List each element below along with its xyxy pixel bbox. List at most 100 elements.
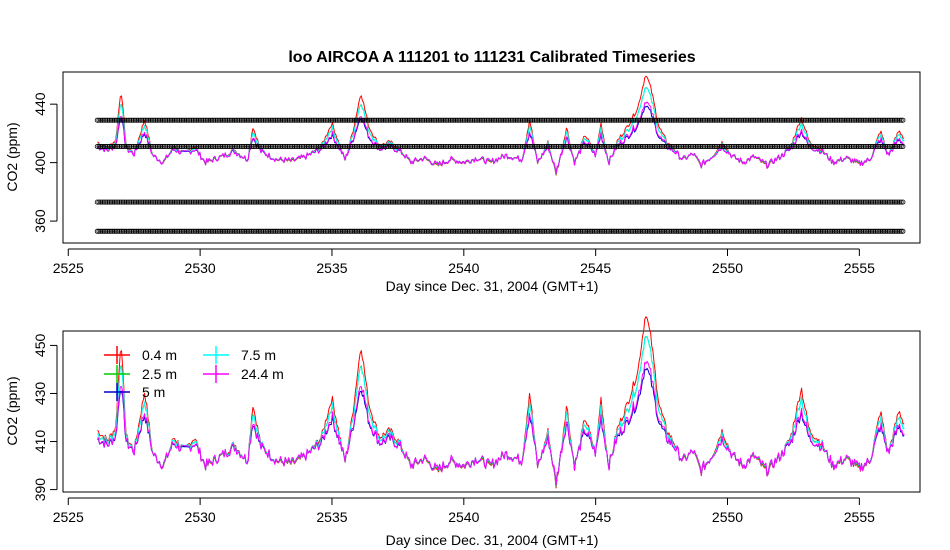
calibration-marker: [183, 143, 189, 149]
calibration-marker: [171, 143, 177, 149]
calibration-marker: [634, 199, 640, 205]
calibration-marker: [147, 199, 153, 205]
calibration-marker: [327, 143, 333, 149]
calibration-marker: [826, 199, 832, 205]
calibration-marker: [113, 228, 119, 234]
calibration-marker: [778, 143, 784, 149]
calibration-marker: [339, 228, 345, 234]
calibration-marker: [715, 143, 721, 149]
calibration-marker: [255, 199, 261, 205]
calibration-marker: [377, 228, 383, 234]
calibration-marker: [372, 199, 378, 205]
calibration-marker: [884, 143, 890, 149]
calibration-marker: [464, 117, 470, 123]
bottom-plot-frame: [62, 330, 921, 493]
calibration-marker: [854, 117, 860, 123]
calibration-marker: [463, 228, 469, 234]
calibration-marker: [607, 117, 613, 123]
calibration-marker: [550, 199, 556, 205]
calibration-marker: [137, 228, 143, 234]
calibration-marker: [284, 143, 290, 149]
calibration-marker: [375, 228, 381, 234]
calibration-marker: [384, 143, 390, 149]
calibration-marker: [782, 199, 788, 205]
calibration-marker: [315, 117, 321, 123]
calibration-marker: [170, 117, 176, 123]
calibration-marker: [633, 199, 639, 205]
calibration-marker: [168, 199, 174, 205]
calibration-marker: [399, 228, 405, 234]
calibration-marker: [206, 117, 212, 123]
calibration-marker: [365, 199, 371, 205]
calibration-marker: [274, 228, 280, 234]
calibration-marker: [643, 228, 649, 234]
calibration-marker: [681, 117, 687, 123]
calibration-marker: [468, 143, 474, 149]
calibration-marker: [890, 199, 896, 205]
legend-label-3: 7.5 m: [241, 347, 276, 363]
calibration-marker: [463, 143, 469, 149]
calibration-marker: [658, 199, 664, 205]
calibration-marker: [494, 143, 500, 149]
top-x-tick-label: 2535: [316, 260, 347, 276]
calibration-marker: [343, 228, 349, 234]
calibration-marker: [254, 143, 260, 149]
calibration-marker: [103, 228, 109, 234]
calibration-marker: [701, 143, 707, 149]
calibration-marker: [106, 117, 112, 123]
calibration-marker: [310, 228, 316, 234]
calibration-marker: [416, 199, 422, 205]
calibration-marker: [742, 143, 748, 149]
calibration-marker: [581, 117, 587, 123]
calibration-marker: [519, 228, 525, 234]
calibration-marker: [418, 228, 424, 234]
calibration-marker: [216, 228, 222, 234]
calibration-marker: [898, 228, 904, 234]
calibration-marker: [180, 228, 186, 234]
calibration-marker: [888, 228, 894, 234]
calibration-marker: [828, 143, 834, 149]
calibration-marker: [727, 117, 733, 123]
calibration-marker: [278, 228, 284, 234]
calibration-marker: [432, 228, 438, 234]
calibration-marker: [542, 228, 548, 234]
calibration-marker: [900, 117, 906, 123]
calibration-marker: [737, 228, 743, 234]
calibration-marker: [471, 199, 477, 205]
calibration-marker: [115, 117, 121, 123]
calibration-marker: [314, 117, 320, 123]
calibration-marker: [478, 228, 484, 234]
calibration-marker: [871, 143, 877, 149]
calibration-marker: [459, 117, 465, 123]
calibration-marker: [190, 143, 196, 149]
calibration-marker: [574, 199, 580, 205]
calibration-marker: [619, 199, 625, 205]
calibration-marker: [715, 117, 721, 123]
calibration-marker: [329, 228, 335, 234]
calibration-marker: [141, 199, 147, 205]
calibration-marker: [509, 228, 515, 234]
calibration-marker: [500, 228, 506, 234]
calibration-marker: [394, 117, 400, 123]
legend-item-2: 5 m: [104, 383, 165, 401]
calibration-marker: [158, 143, 164, 149]
calibration-marker: [242, 199, 248, 205]
calibration-marker: [687, 228, 693, 234]
calibration-marker: [674, 143, 680, 149]
calibration-marker: [329, 143, 335, 149]
calibration-marker: [387, 117, 393, 123]
calibration-marker: [530, 117, 536, 123]
calibration-marker: [284, 199, 290, 205]
calibration-marker: [312, 117, 318, 123]
calibration-marker: [830, 143, 836, 149]
calibration-marker: [440, 143, 446, 149]
calibration-marker: [650, 199, 656, 205]
calibration-marker: [248, 199, 254, 205]
calibration-marker: [173, 199, 179, 205]
calibration-marker: [475, 117, 481, 123]
calibration-marker: [576, 228, 582, 234]
calibration-marker: [603, 143, 609, 149]
calibration-marker: [372, 228, 378, 234]
calibration-marker: [569, 143, 575, 149]
calibration-marker: [660, 117, 666, 123]
